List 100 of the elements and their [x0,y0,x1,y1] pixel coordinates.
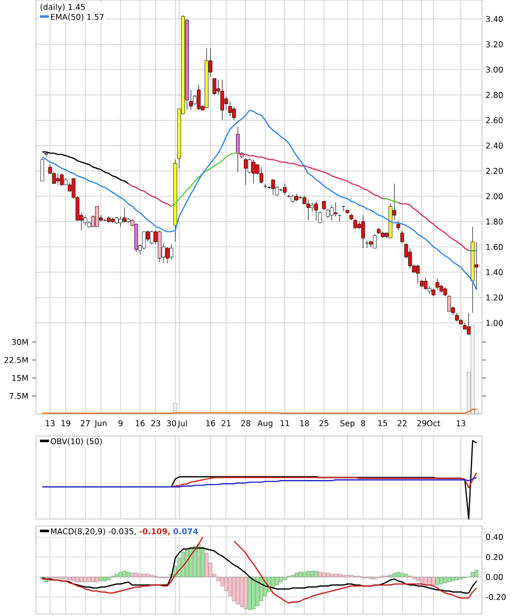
bar [99,576,103,582]
bar [440,576,444,584]
bar [60,576,64,580]
bar [134,572,138,578]
candlestick [474,242,478,290]
bar [95,576,99,582]
line-series [128,182,172,207]
bar [424,576,428,584]
candlestick [306,200,310,221]
candlestick [220,80,224,121]
bar [130,572,134,578]
bar [416,576,420,582]
bar [279,576,283,582]
bar [298,572,302,578]
bar [342,574,346,578]
bar [396,572,400,578]
bar [310,570,314,578]
candlestick [334,202,338,217]
candlestick [40,158,44,182]
bar [193,546,197,578]
bar [72,576,76,582]
bar [428,576,432,586]
candlestick [60,173,64,186]
bar [318,572,322,578]
bar [150,574,154,578]
bar [146,574,150,578]
bar [436,576,440,586]
bar [283,576,287,580]
bar [114,574,118,578]
candlestick [330,204,334,221]
bar [392,572,396,578]
candlestick [122,207,126,224]
candlestick [166,246,170,264]
bar [232,576,236,602]
bar [185,550,189,578]
bar [181,552,185,578]
bar [290,574,294,578]
bar [126,572,130,578]
bar [84,576,88,582]
bar [244,576,248,610]
bar [64,576,68,580]
bar [142,574,146,578]
candlestick [424,277,428,290]
candlestick [361,214,365,248]
candlestick [56,173,60,186]
candlestick [271,180,275,196]
bar [68,576,72,580]
bar [443,576,448,584]
bar [275,576,279,586]
bar [80,576,84,582]
bar [294,572,298,578]
bar [388,574,392,578]
bar [455,576,459,580]
candlestick [400,230,404,244]
bar [420,576,424,584]
bar [470,325,474,414]
bar [200,546,204,578]
line-series [398,202,470,252]
bar [248,576,252,610]
candlestick [466,312,471,334]
bar [240,576,244,608]
bar [103,576,107,582]
bar [196,544,201,578]
bar [87,576,91,582]
bar [412,576,416,580]
bar [470,572,474,578]
bar [76,576,80,582]
candlestick [95,206,99,227]
bar [330,574,334,578]
bar [256,576,260,606]
bar [91,576,95,582]
bar [451,576,455,582]
candlestick [353,218,358,230]
candlestick [372,234,377,248]
candlestick [282,183,287,196]
candlestick [212,78,216,96]
bar [447,576,451,582]
bar [474,570,478,578]
candlestick [294,193,298,202]
bar [122,570,126,578]
candlestick [236,126,240,172]
line-series [42,151,129,184]
candlestick [252,159,256,184]
candlestick [396,220,400,231]
bar [334,574,338,578]
candlestick [196,84,201,110]
bar [302,572,306,578]
bar [346,574,350,578]
bar [373,576,377,580]
candlestick [314,201,318,221]
bar [432,576,436,586]
candlestick [260,166,264,184]
bar [400,572,404,578]
bar [118,572,122,578]
bar [306,570,310,578]
bar [404,574,408,578]
bar [338,574,342,578]
bar [271,576,275,588]
bar [236,576,240,604]
bar [314,570,318,578]
